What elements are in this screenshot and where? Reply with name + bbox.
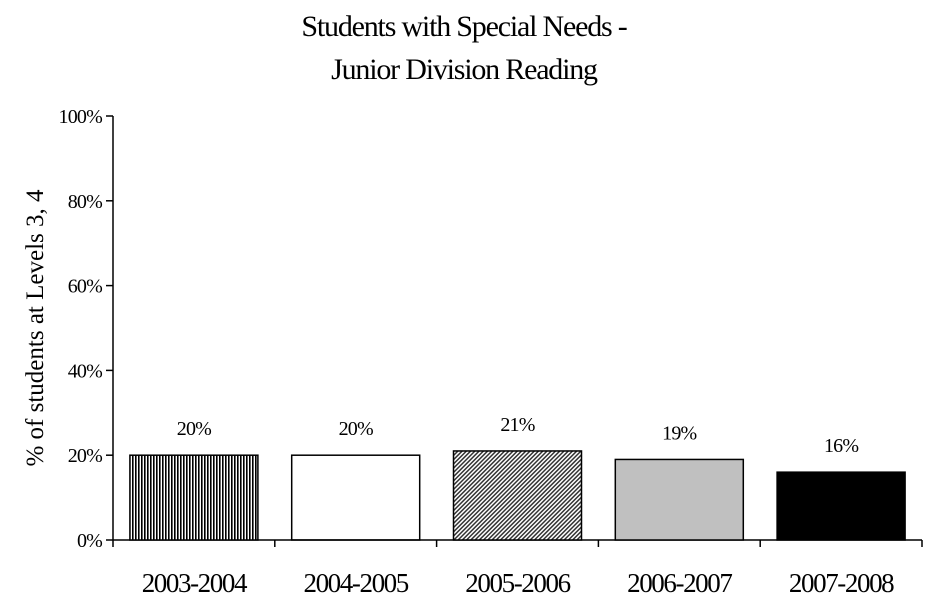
x-tick-label-2003-2004: 2003-2004 — [142, 568, 248, 598]
data-label-2007-2008: 16% — [824, 435, 858, 457]
data-label-2003-2004: 20% — [177, 418, 211, 440]
data-label-2005-2006: 21% — [500, 414, 534, 436]
y-tick-label: 80% — [68, 191, 102, 213]
data-label-2004-2005: 20% — [339, 418, 373, 440]
x-tick-label-2006-2007: 2006-2007 — [627, 568, 732, 598]
bar-2003-2004 — [129, 454, 259, 541]
y-tick-label: 60% — [68, 276, 102, 298]
x-tick-label-2004-2005: 2004-2005 — [303, 568, 408, 598]
bar-2005-2006 — [452, 450, 583, 541]
plot-area: 0% 20% 40% 60% 80% 100% 20% 2003-2004 20% 2004-20… — [59, 106, 923, 598]
bar-2004-2005 — [290, 454, 421, 541]
data-label-2006-2007: 19% — [662, 422, 696, 444]
x-tick-label-2005-2006: 2005-2006 — [465, 568, 570, 598]
y-axis-title: % of students at Levels 3, 4 — [22, 189, 49, 467]
bar-2006-2007 — [614, 458, 745, 541]
chart-title-line-1: Students with Special Needs - — [301, 10, 626, 43]
bar-2007-2008 — [776, 471, 906, 541]
y-tick-label: 20% — [68, 445, 102, 467]
y-tick-label: 40% — [68, 360, 102, 382]
y-tick-label: 100% — [59, 106, 103, 128]
x-tick-label-2007-2008: 2007-2008 — [789, 568, 894, 598]
chart-title-line-2: Junior Division Reading — [331, 53, 598, 86]
y-tick-label: 0% — [77, 530, 102, 552]
